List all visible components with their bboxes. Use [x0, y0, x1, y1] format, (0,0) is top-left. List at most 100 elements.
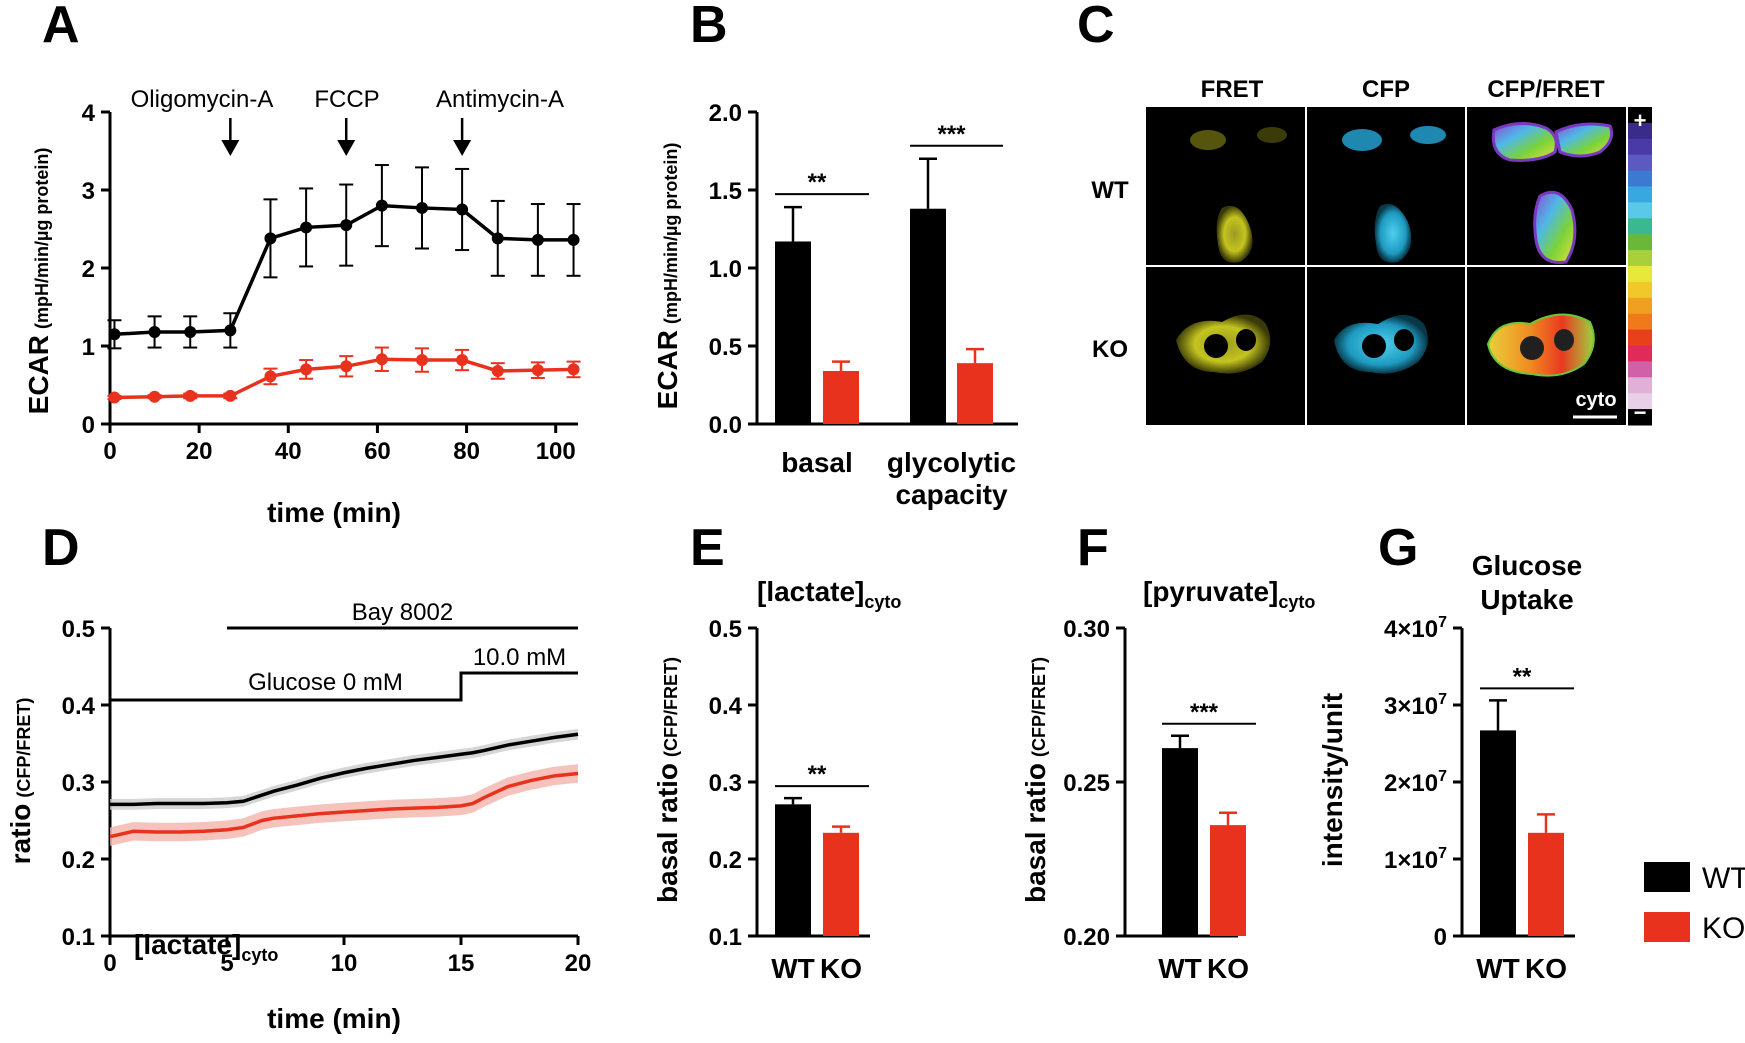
panel-b-y-tick-label: 0.5 — [709, 334, 742, 361]
legend-swatch-wt — [1644, 862, 1690, 892]
panel-e-x-label-wt: WT — [771, 953, 815, 984]
panel-a-x-tick-label: 0 — [103, 438, 116, 465]
panel-f-y-title-sub: (CFP/FRET) — [1029, 657, 1049, 757]
legend-swatch-ko — [1644, 912, 1690, 942]
annotation-fccp: FCCP — [314, 86, 379, 113]
annotation-bay-label: Bay 8002 — [352, 599, 453, 626]
panel-a-point-ko — [531, 364, 544, 377]
panel-a-point-ko — [340, 360, 353, 373]
panel-d-series-line-ko — [109, 771, 579, 839]
panel-e-y-title: basal ratio (CFP/FRET) — [652, 657, 683, 903]
panel-g-y-tick-base: 0 — [1434, 924, 1447, 951]
panel-letter-c: C — [1077, 0, 1115, 54]
panel-b-y-tick-label: 0.0 — [709, 412, 742, 439]
panel-f-bar-ko — [1210, 825, 1246, 936]
panel-a-y-tick-label: 4 — [82, 100, 96, 127]
panel-a-y-tick-label: 3 — [82, 178, 95, 205]
panel-a-point-ko — [264, 370, 277, 383]
panel-d-x-tick-label: 15 — [448, 950, 475, 977]
panel-f-chart: [pyruvate]cyto basal ratio (CFP/FRET) 0.2… — [1020, 576, 1315, 984]
panel-e-title: [lactate]cyto — [757, 576, 901, 612]
annotation-glucose-high-label: 10.0 mM — [473, 644, 566, 671]
panel-g-bar-wt — [1480, 730, 1516, 936]
panel-g-x-label-wt: WT — [1476, 953, 1520, 984]
panel-e-y-tick-label: 0.5 — [709, 616, 742, 643]
wt-fret-image — [1190, 127, 1287, 263]
panel-b-y-title-sub: (mpH/min/µg protein) — [661, 143, 681, 324]
panel-d-error-band-wt — [110, 728, 578, 810]
panel-e-chart: [lactate]cyto basal ratio (CFP/FRET) 0.1 0… — [652, 576, 901, 984]
imaging-row-ko: KO — [1092, 336, 1128, 363]
panel-e-x-label-ko: KO — [820, 953, 862, 984]
panel-b-y-title-main: ECAR — [652, 330, 683, 409]
panel-e-y-tick-label: 0.1 — [709, 924, 742, 951]
colorbar-segment — [1628, 377, 1652, 394]
colorbar-segment — [1628, 297, 1652, 315]
panel-g-y-tick-base: 2×10 — [1384, 770, 1438, 797]
panel-a-x-tick-label: 100 — [536, 438, 576, 465]
colorbar-segment — [1628, 393, 1652, 410]
panel-b-category-label: basal — [781, 447, 853, 478]
panel-a-point-ko — [456, 354, 469, 367]
panel-b-y-title: ECAR (mpH/min/µg protein) — [652, 143, 683, 410]
panel-a-point-ko — [108, 391, 121, 404]
panel-g-bar-ko — [1528, 832, 1564, 936]
colorbar-segment — [1628, 409, 1652, 426]
colorbar-segment — [1628, 281, 1652, 299]
panel-d-inset-sub: cyto — [241, 945, 278, 965]
panel-f-x-label-ko: KO — [1207, 953, 1249, 984]
colorbar-minus-label: − — [1634, 400, 1647, 425]
colorbar-segment — [1628, 170, 1652, 187]
imaging-col-ratio: CFP/FRET — [1487, 76, 1605, 103]
panel-a-point-wt — [184, 325, 197, 338]
panel-b-y-tick-label: 1.5 — [709, 178, 742, 205]
panel-f-title: [pyruvate]cyto — [1143, 576, 1315, 612]
panel-b-bar-wt — [910, 208, 946, 424]
panel-b-bar-wt — [775, 241, 811, 424]
panel-a-point-wt — [340, 219, 353, 232]
panel-e-y-title-sub: (CFP/FRET) — [661, 657, 681, 757]
ko-ratio-image — [1486, 313, 1595, 377]
panel-a-point-ko — [300, 363, 313, 376]
legend-label-ko: KO — [1702, 912, 1745, 945]
panel-d-x-tick-label: 10 — [331, 950, 358, 977]
panel-d-y-tick-label: 0.3 — [62, 770, 95, 797]
colorbar-segment — [1628, 361, 1652, 378]
panel-c-imaging: FRET CFP CFP/FRET WT KO — [1091, 76, 1652, 426]
colorbar-segment — [1628, 345, 1652, 362]
panel-g-y-tick-label: 4×107 — [1384, 614, 1447, 643]
panel-letter-f: F — [1077, 519, 1109, 577]
colorbar-plus-label: + — [1634, 108, 1647, 133]
panel-g-significance-stars: ** — [1513, 663, 1532, 690]
panel-letter-b: B — [690, 0, 728, 54]
panel-g-y-title: intensity/unit — [1317, 693, 1348, 867]
panel-d-y-title-sub: (CFP/FRET) — [14, 698, 34, 798]
panel-f-y-title-main: basal ratio — [1020, 763, 1051, 903]
panel-a-point-wt — [264, 232, 277, 245]
panel-a-point-ko — [184, 389, 197, 402]
panel-d-x-tick-label: 0 — [103, 950, 116, 977]
panel-g-y-tick-base: 3×10 — [1384, 693, 1438, 720]
panel-a-point-ko — [148, 390, 161, 403]
panel-a-point-wt — [300, 221, 313, 234]
panel-a-point-wt — [375, 199, 388, 212]
panel-a-y-title-sub: (mpH/min/µg protein) — [32, 148, 52, 329]
annotation-arrow-head — [221, 140, 240, 156]
panel-a-point-wt — [224, 324, 237, 337]
panel-b-chart: ECAR (mpH/min/µg protein) 0.0 0.5 1.0 1.5 2.0… — [652, 100, 1018, 510]
panel-f-significance-stars: *** — [1190, 699, 1219, 726]
panel-a-x-tick-label: 60 — [364, 438, 391, 465]
panel-f-title-sub: cyto — [1278, 592, 1315, 612]
panel-letter-e: E — [690, 519, 725, 577]
panel-d-y-tick-label: 0.2 — [62, 847, 95, 874]
colorbar-segment — [1628, 234, 1652, 251]
panel-b-category-label: glycolytic — [887, 447, 1016, 478]
panel-g-y-tick-label: 3×107 — [1384, 691, 1447, 720]
panel-d-y-tick-label: 0.1 — [62, 924, 95, 951]
panel-e-y-tick-label: 0.2 — [709, 847, 742, 874]
scalebar-label: cyto — [1575, 389, 1616, 411]
colorbar-segment — [1628, 250, 1652, 267]
panel-a-point-wt — [531, 233, 544, 246]
panel-letter-g: G — [1378, 519, 1418, 577]
panel-a-point-ko — [491, 364, 504, 377]
